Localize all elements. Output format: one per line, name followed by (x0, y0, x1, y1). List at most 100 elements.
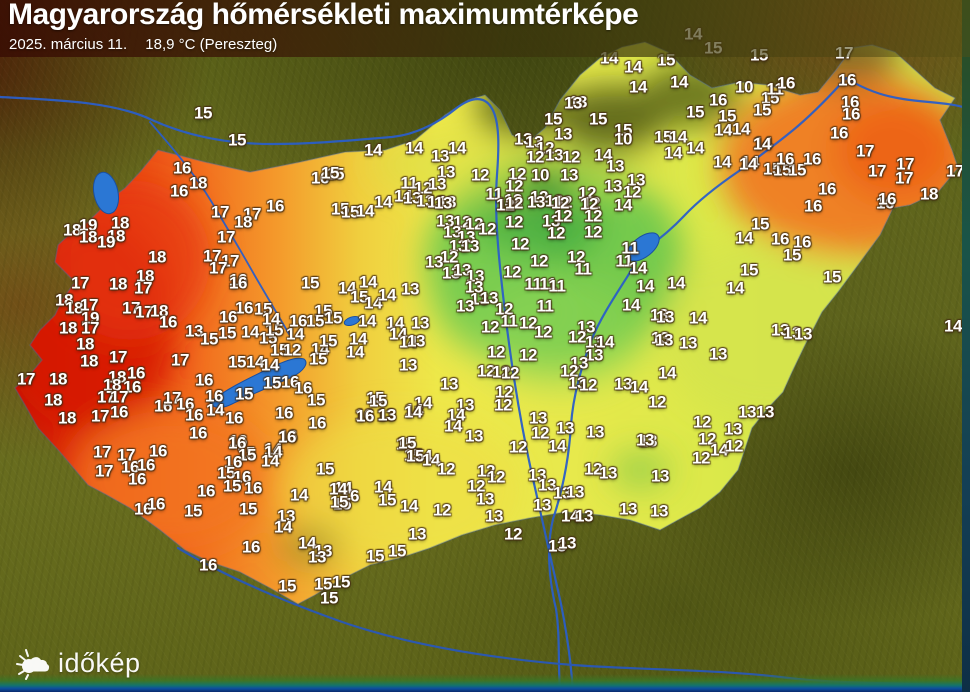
temp-label: 14 (373, 477, 393, 497)
temp-label: 12 (476, 461, 496, 481)
temp-label: 16 (803, 196, 823, 216)
temp-label: 12 (503, 190, 523, 210)
temp-label: 11 (574, 259, 592, 279)
temp-label: 15 (332, 494, 352, 514)
temp-label: 14 (560, 506, 580, 526)
temp-label: 12 (500, 363, 520, 383)
temp-label: 12 (480, 317, 500, 337)
temp-label: 13 (638, 431, 658, 451)
temp-label: 16 (877, 189, 897, 209)
temp-label: 16 (223, 452, 243, 472)
temp-label: 12 (486, 342, 506, 362)
temp-label: 15 (222, 476, 242, 496)
temp-label: 15 (349, 287, 369, 307)
temp-label: 13 (398, 355, 418, 375)
temp-label: 12 (529, 251, 549, 271)
temp-label: 13 (569, 353, 589, 373)
temp-label: 12 (503, 524, 523, 544)
temp-label: 14 (263, 439, 283, 459)
temp-label: 15 (653, 127, 673, 147)
temp-label: 16 (109, 402, 129, 422)
temp-label: 13 (407, 524, 427, 544)
temp-label: 14 (593, 145, 613, 165)
temp-label: 18 (110, 213, 130, 233)
temp-label: 14 (345, 342, 365, 362)
temp-label: 15 (331, 572, 351, 592)
temp-label: 14 (285, 324, 305, 344)
temp-label: 16 (829, 123, 849, 143)
subtitle: 2025. március 11. 18,9 °C (Pereszteg) (9, 36, 277, 53)
temp-label: 16 (175, 394, 195, 414)
temp-label: 15 (313, 301, 333, 321)
lake-balaton (209, 357, 307, 408)
temp-label: 17 (895, 154, 915, 174)
temp-label: 12 (504, 212, 524, 232)
temp-label: 13 (559, 165, 579, 185)
temp-label: 13 (307, 547, 327, 567)
temp-label: 13 (585, 422, 605, 442)
temp-label: 12 (464, 214, 484, 234)
temp-label: 17 (894, 168, 914, 188)
temp-label: 13 (755, 402, 775, 422)
temp-label: 17 (242, 204, 262, 224)
bodrog-river (844, 76, 970, 111)
temp-label: 14 (685, 138, 705, 158)
temp-label: 18 (107, 367, 127, 387)
country-border (14, 41, 959, 605)
temp-label: 12 (466, 476, 486, 496)
temp-label: 13 (576, 317, 596, 337)
temp-label: 15 (258, 328, 278, 348)
temp-label: 16 (280, 372, 300, 392)
temp-label: 17 (79, 295, 99, 315)
temp-label: 14 (666, 273, 686, 293)
temp-label: 16 (228, 431, 248, 451)
temp-label: 12 (553, 206, 573, 226)
temp-label: 16 (776, 73, 796, 93)
temp-label: 14 (613, 195, 633, 215)
temp-label: 13 (427, 174, 447, 194)
temp-label: 12 (504, 176, 524, 196)
temp-label: 12 (413, 178, 433, 198)
temp-label: 15 (216, 463, 236, 483)
temp-label: 13 (552, 483, 572, 503)
temp-label: 13 (464, 277, 484, 297)
temp-label: 13 (455, 395, 475, 415)
temp-label: 19 (80, 308, 100, 328)
temp-label: 17 (108, 347, 128, 367)
temp-label: 12 (439, 247, 459, 267)
temp-label: 10 (734, 77, 754, 97)
temp-label: 12 (550, 193, 570, 213)
lake-tisza (626, 232, 660, 262)
temp-label: 13 (563, 93, 583, 113)
temp-label: 16 (232, 467, 252, 487)
temp-label: 15 (387, 541, 407, 561)
temp-label: 14 (240, 322, 260, 342)
temp-label: 14 (328, 479, 348, 499)
temp-label: 17 (220, 251, 240, 271)
temp-label: 15 (183, 501, 203, 521)
temp-label: 13 (455, 296, 475, 316)
temp-label: 18 (75, 334, 95, 354)
temp-label: 18 (919, 184, 939, 204)
temp-label: 18 (54, 290, 74, 310)
temp-label: 14 (738, 154, 758, 174)
temp-label: 14 (413, 446, 433, 466)
temp-label: 15 (227, 130, 247, 150)
temp-label: 14 (752, 134, 772, 154)
temp-label: 13 (484, 506, 504, 526)
temp-label: 14 (310, 339, 330, 359)
temp-label: 17 (70, 273, 90, 293)
temp-label: 14 (261, 309, 281, 329)
temp-label: 16 (218, 307, 238, 327)
temp-label: 13 (598, 463, 618, 483)
temp-label: 14 (363, 293, 383, 313)
temp-label: 16 (840, 92, 860, 112)
temp-label: 16 (307, 413, 327, 433)
temp-label: 12 (502, 262, 522, 282)
temp-label: 14 (709, 440, 729, 460)
temp-label: 11 (615, 251, 633, 271)
temp-label: 15 (217, 323, 237, 343)
temp-label: 11 (485, 184, 503, 204)
temp-label: 14 (398, 332, 418, 352)
